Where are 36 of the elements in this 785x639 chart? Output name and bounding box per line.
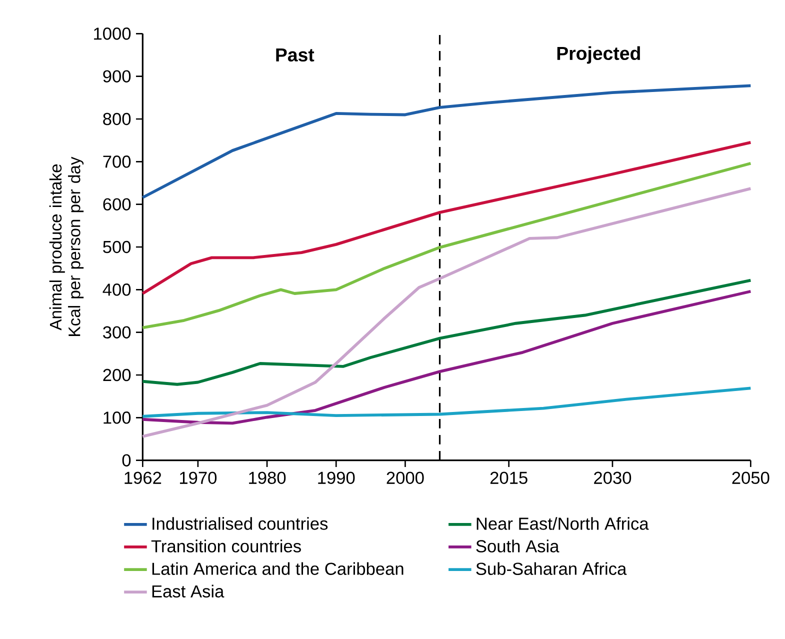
y-tick-label: 600 [103,198,131,210]
legend-label: East Asia [152,584,224,598]
legend-label: Latin America and the Caribbean [152,562,404,575]
legend-label: Industrialised countries [152,517,328,530]
legend-label: South Asia [476,540,560,552]
y-tick-label: 0 [122,454,131,466]
x-tick-label: 1990 [318,472,355,484]
annotation: Past [276,48,314,62]
x-tick-label: 2015 [490,472,528,484]
y-tick-label: 100 [104,412,131,424]
y-tick-label: 1000 [94,28,131,40]
y-axis-title: Animal produce intake Kcal per person per day [49,156,84,336]
x-tick-label: 1962 [124,472,162,484]
annotation: Projected [557,46,640,64]
y-tick-label: 800 [103,112,131,126]
line-series [141,187,752,438]
line-series [141,278,752,386]
line-series [141,84,752,199]
y-tick-label: 400 [102,284,131,296]
y-tick-label: 700 [103,156,131,168]
line-series [141,162,752,330]
x-tick-label: 1980 [249,472,286,484]
x-tick-label: 2030 [594,472,632,484]
legend-label: Sub-Saharan Africa [476,562,627,575]
y-tick-label: 900 [103,70,131,82]
y-tick-label: 500 [103,240,131,254]
legend-label: Transition countries [151,540,301,552]
x-tick-label: 2000 [386,472,424,484]
line-series [141,140,752,295]
y-tick-label: 200 [103,368,131,382]
legend-label: Near East/North Africa [476,517,649,530]
x-tick-label: 2050 [732,472,770,484]
y-tick-label: 300 [103,326,131,338]
line-series [141,386,752,418]
x-tick-label: 1970 [180,472,217,484]
line-series [141,290,752,425]
